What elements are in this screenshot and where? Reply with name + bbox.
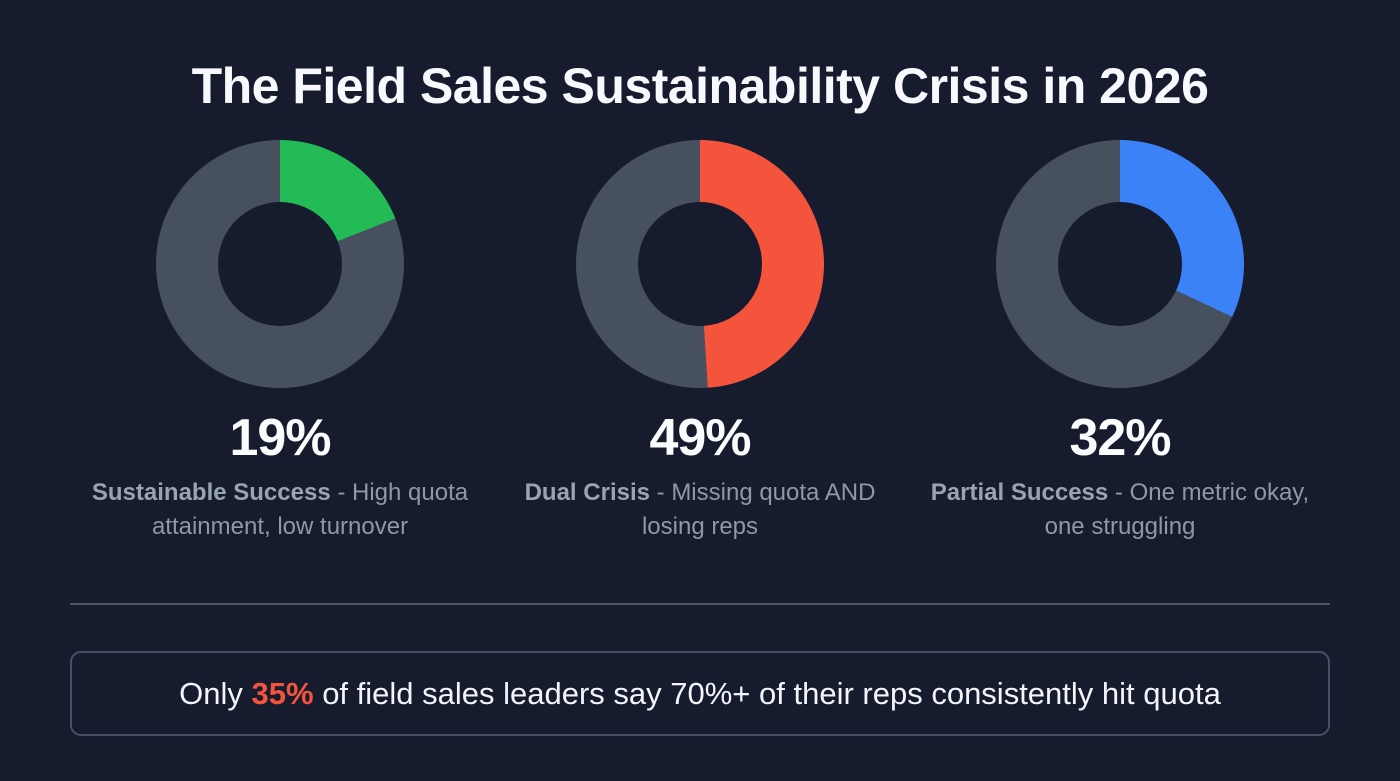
donut-hole xyxy=(638,202,762,326)
callout-highlight: 35% xyxy=(251,675,314,711)
section-divider xyxy=(70,603,1330,605)
callout-prefix: Only xyxy=(179,675,252,711)
stat-label: Sustainable Success xyxy=(91,479,331,506)
stat-description-text: Missing quota AND losing reps xyxy=(641,479,876,540)
stat-label: Dual Crisis xyxy=(524,479,650,506)
stat-value: 49% xyxy=(649,409,751,467)
donut-hole xyxy=(1058,202,1182,326)
page-title: The Field Sales Sustainability Crisis in… xyxy=(191,58,1209,114)
donut-chart-partial-success xyxy=(996,140,1244,388)
donut-hole xyxy=(218,202,342,326)
donut-chart-sustainable-success xyxy=(156,140,404,388)
stat-separator: - xyxy=(649,479,672,506)
donut-chart-dual-crisis xyxy=(576,140,824,388)
stat-value: 19% xyxy=(229,409,331,467)
stat-card-dual-crisis: 49% Dual Crisis - Missing quota AND losi… xyxy=(490,140,910,544)
callout-text: Only 35% of field sales leaders say 70%+… xyxy=(179,674,1221,714)
stat-card-sustainable-success: 19% Sustainable Success - High quota att… xyxy=(70,140,490,544)
footer-callout: Only 35% of field sales leaders say 70%+… xyxy=(70,651,1330,736)
stat-value: 32% xyxy=(1069,409,1171,467)
stat-separator: - xyxy=(330,479,352,506)
stat-separator: - xyxy=(1108,479,1130,506)
stat-description: Partial Success - One metric okay, one s… xyxy=(920,476,1320,544)
stat-description: Sustainable Success - High quota attainm… xyxy=(80,476,480,544)
callout-suffix: of field sales leaders say 70%+ of their… xyxy=(313,675,1221,711)
stat-description: Dual Crisis - Missing quota AND losing r… xyxy=(500,476,900,544)
stat-description-text: One metric okay, one struggling xyxy=(1044,479,1310,540)
stat-label: Partial Success xyxy=(930,479,1109,506)
stat-card-partial-success: 32% Partial Success - One metric okay, o… xyxy=(910,140,1330,544)
stat-description-text: High quota attainment, low turnover xyxy=(151,479,469,540)
stats-row: 19% Sustainable Success - High quota att… xyxy=(70,140,1330,544)
